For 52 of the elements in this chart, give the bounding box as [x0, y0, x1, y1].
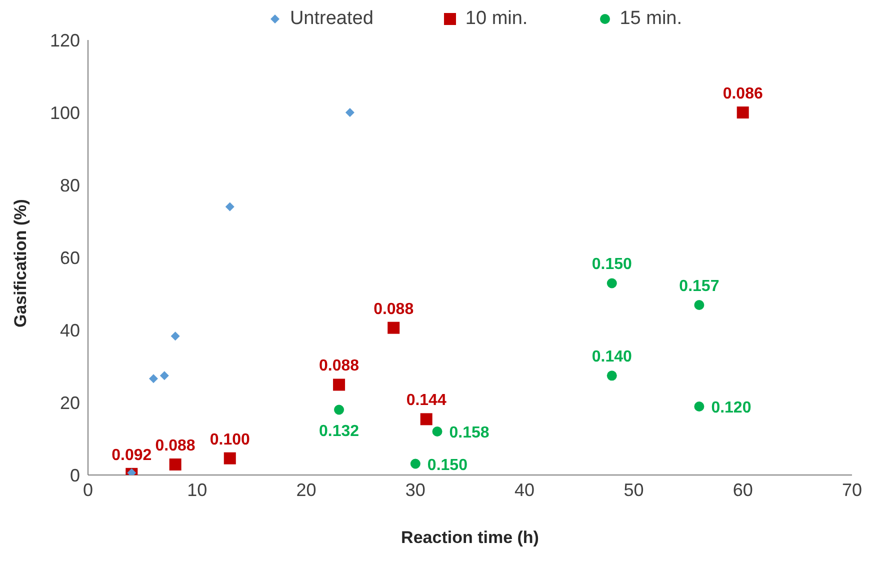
annotation: 0.088	[374, 300, 414, 318]
x-tick-label: 20	[296, 480, 316, 500]
point	[160, 371, 169, 380]
point	[606, 278, 617, 288]
x-tick-label: 60	[732, 480, 753, 500]
x-tick-label: 70	[842, 480, 862, 500]
legend-label: 15 min.	[618, 8, 682, 30]
annotation: 0.150	[427, 456, 468, 474]
point	[432, 426, 442, 436]
point	[224, 452, 236, 464]
annotation: 0.140	[592, 348, 632, 366]
x-tick-label: 30	[405, 480, 426, 500]
y-tick-label: 0	[70, 465, 80, 486]
y-tick-label: 80	[60, 175, 80, 196]
legend-label: Untreated	[288, 8, 374, 30]
point	[420, 413, 432, 426]
annotation: 0.157	[679, 278, 720, 295]
point	[736, 106, 749, 118]
point	[694, 401, 704, 412]
annotation: 0.120	[711, 399, 752, 416]
x-tick-label: 0	[82, 480, 94, 500]
x-tick-label: 10	[187, 480, 208, 500]
annotation: 0.088	[319, 358, 360, 375]
point	[388, 322, 400, 334]
annotation: 0.144	[406, 392, 446, 410]
annotation: 0.100	[210, 431, 250, 448]
point	[694, 300, 704, 310]
y-tick-label: 60	[60, 248, 80, 268]
x-tick-label: 50	[624, 480, 644, 500]
annotation: 0.132	[319, 422, 360, 440]
point	[334, 404, 344, 415]
point	[345, 108, 354, 117]
point	[148, 374, 158, 384]
annotation: 0.088	[155, 437, 196, 454]
annotation: 0.092	[112, 446, 152, 464]
legend-label: 10 min.	[464, 8, 528, 30]
point	[333, 378, 346, 391]
point	[170, 332, 180, 341]
annotation: 0.086	[722, 86, 763, 102]
point	[606, 370, 617, 381]
annotation: 0.158	[449, 424, 490, 442]
y-tick-label: 40	[60, 320, 80, 340]
point	[169, 458, 182, 470]
y-axis-title: Gasification (%)	[11, 199, 30, 328]
annotation: 0.150	[592, 256, 632, 274]
x-axis-title: Reaction time (h)	[401, 528, 539, 547]
point	[410, 458, 420, 469]
y-tick-label: 120	[50, 30, 80, 50]
x-tick-label: 40	[514, 480, 535, 500]
y-tick-label: 20	[60, 392, 80, 413]
point	[225, 202, 234, 212]
y-tick-label: 100	[50, 102, 80, 123]
